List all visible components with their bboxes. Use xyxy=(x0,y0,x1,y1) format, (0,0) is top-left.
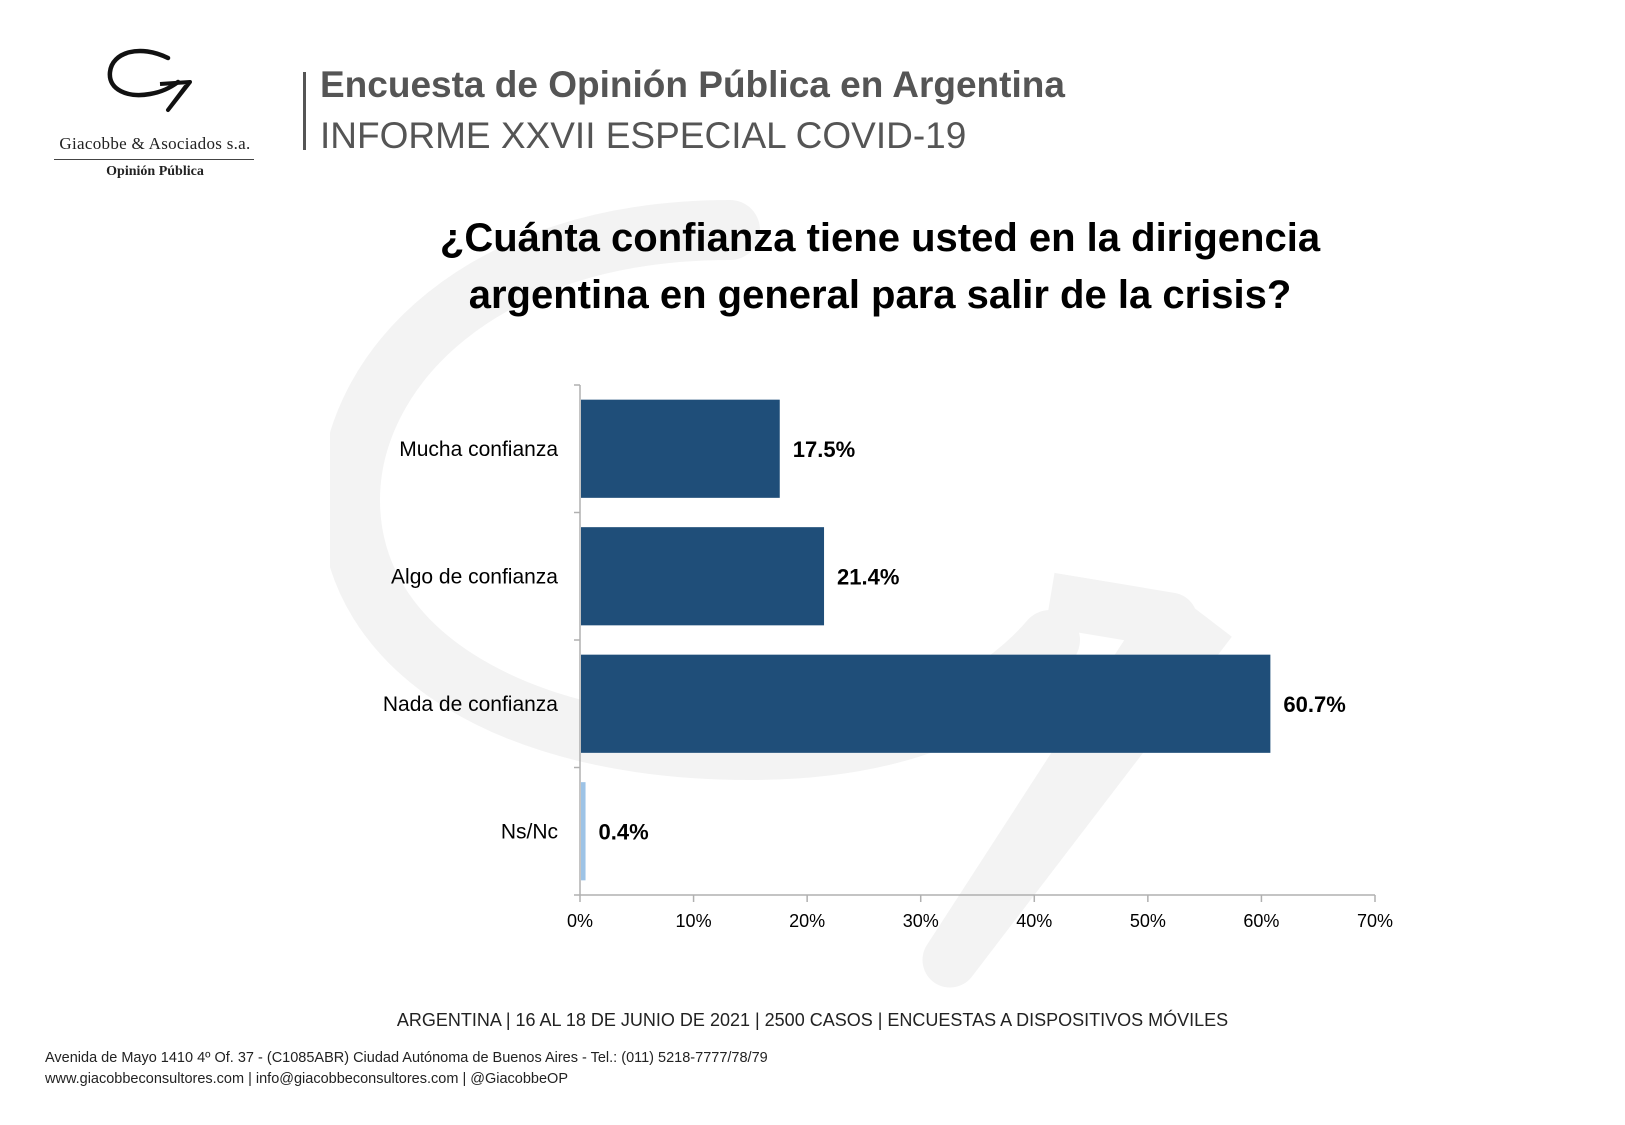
logo-name: Giacobbe & Asociados s.a. xyxy=(59,134,251,153)
category-label: Algo de confianza xyxy=(391,565,558,588)
header-divider xyxy=(303,72,306,150)
category-label: Nada de confianza xyxy=(383,693,558,716)
address-line-1: Avenida de Mayo 1410 4º Of. 37 - (C1085A… xyxy=(45,1050,768,1066)
logo-divider xyxy=(54,159,254,160)
category-label: Ns/Nc xyxy=(501,820,558,843)
header-subtitle: INFORME XXVII ESPECIAL COVID-19 xyxy=(320,115,967,156)
category-label: Mucha confianza xyxy=(399,438,558,461)
x-tick-label: 60% xyxy=(1243,911,1279,931)
company-logo: Giacobbe & Asociados s.a. Opinión Públic… xyxy=(50,42,260,182)
data-label: 17.5% xyxy=(793,437,855,462)
x-tick-label: 20% xyxy=(789,911,825,931)
survey-footnote: ARGENTINA | 16 AL 18 DE JUNIO DE 2021 | … xyxy=(0,1010,1625,1031)
contact-address: Avenida de Mayo 1410 4º Of. 37 - (C1085A… xyxy=(45,1048,768,1090)
x-tick-label: 40% xyxy=(1016,911,1052,931)
bar xyxy=(581,782,586,881)
header-title: Encuesta de Opinión Pública en Argentina xyxy=(320,64,1065,105)
x-tick-label: 10% xyxy=(676,911,712,931)
data-label: 60.7% xyxy=(1283,692,1345,717)
survey-footnote-text: ARGENTINA | 16 AL 18 DE JUNIO DE 2021 | … xyxy=(396,1010,1229,1030)
address-line-2: www.giacobbeconsultores.com | info@giaco… xyxy=(45,1071,568,1087)
bar xyxy=(581,654,1271,753)
chart-question: ¿Cuánta confianza tiene usted en la diri… xyxy=(380,210,1380,324)
x-tick-label: 70% xyxy=(1357,911,1393,931)
question-line-2: argentina en general para salir de la cr… xyxy=(468,273,1292,317)
data-label: 0.4% xyxy=(599,819,649,844)
bar xyxy=(581,399,780,498)
x-tick-label: 0% xyxy=(567,911,593,931)
x-tick-label: 50% xyxy=(1130,911,1166,931)
logo-mark-icon xyxy=(107,48,192,112)
x-tick-label: 30% xyxy=(903,911,939,931)
question-line-1: ¿Cuánta confianza tiene usted en la diri… xyxy=(439,216,1321,260)
logo-tagline: Opinión Pública xyxy=(106,164,204,179)
bar xyxy=(581,527,825,626)
data-label: 21.4% xyxy=(837,564,899,589)
